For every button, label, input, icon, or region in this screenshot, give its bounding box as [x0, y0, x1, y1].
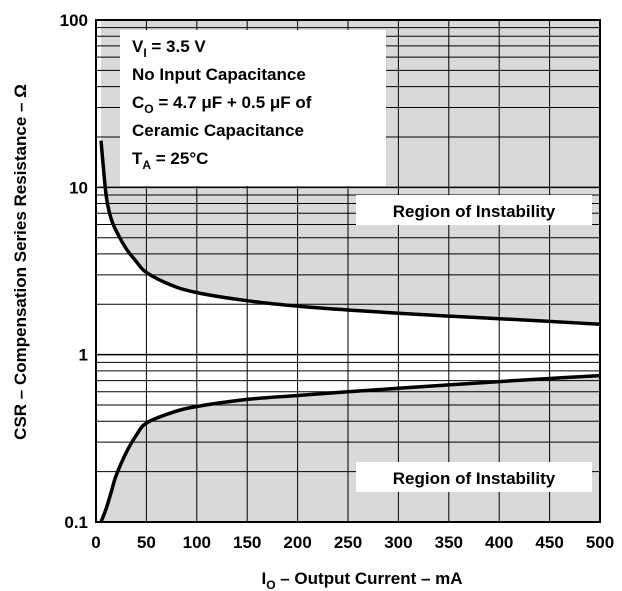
x-tick-label: 250: [334, 533, 362, 552]
y-tick-label: 0.1: [64, 513, 88, 532]
x-tick-label: 150: [233, 533, 261, 552]
region-label-lower: Region of Instability: [393, 469, 556, 488]
x-tick-label: 200: [283, 533, 311, 552]
conditions-box: [120, 30, 386, 186]
region-label-lower-box: [356, 462, 592, 492]
region-label-upper: Region of Instability: [393, 202, 556, 221]
condition-line: TA = 25°C: [132, 149, 208, 172]
conditions-text: VI = 3.5 V No Input Capacitance CO = 4.7 μ…: [132, 37, 312, 172]
lower-instability-region: [101, 375, 600, 522]
x-tick-label: 100: [183, 533, 211, 552]
y-tick-labels: 0.1 1 10 100: [60, 11, 88, 532]
y-axis-label: CSR – Compensation Series Resistance – Ω: [11, 84, 30, 440]
x-tick-label: 350: [435, 533, 463, 552]
condition-line: CO = 4.7 μF + 0.5 μF of: [132, 93, 312, 116]
condition-line: No Input Capacitance: [132, 65, 306, 84]
y-tick-label: 10: [69, 178, 88, 197]
x-tick-label: 0: [91, 533, 100, 552]
plot-frame: [95, 19, 601, 523]
x-tick-labels: 0 50 100 150 200 250 300 350 400 450 500: [91, 533, 614, 552]
x-tick-label: 300: [384, 533, 412, 552]
x-tick-label: 450: [535, 533, 563, 552]
upper-stability-boundary: [99, 140, 601, 326]
y-tick-label: 1: [79, 346, 88, 365]
condition-line: VI = 3.5 V: [132, 37, 206, 60]
x-tick-label: 50: [137, 533, 156, 552]
lower-stability-boundary: [99, 373, 601, 523]
x-axis-label: IO – Output Current – mA: [261, 569, 462, 591]
y-tick-label: 100: [60, 11, 88, 30]
x-tick-label: 500: [586, 533, 614, 552]
region-label-upper-box: [356, 195, 592, 225]
condition-line: Ceramic Capacitance: [132, 121, 304, 140]
x-tick-label: 400: [485, 533, 513, 552]
